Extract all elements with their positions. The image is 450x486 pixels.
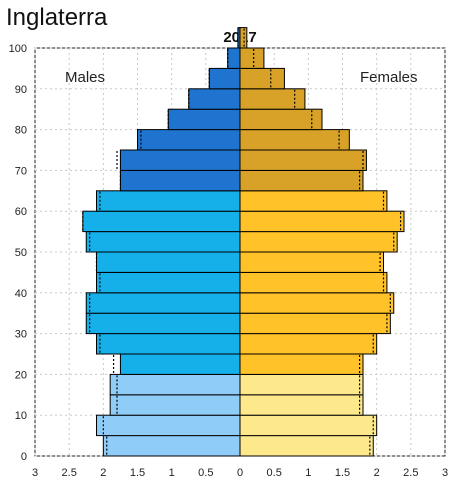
bar-female — [239, 271, 388, 294]
x-ticks: 3 2.5 2 1.5 1 0.5 0 0.5 1 1.5 2 2.5 3 — [32, 467, 448, 479]
x-tick-label: 0 — [237, 467, 243, 479]
bar-female — [239, 251, 384, 273]
females-label: Females — [360, 69, 418, 86]
y-tick-label: 20 — [15, 369, 27, 381]
bar-female — [239, 373, 364, 396]
y-tick-label: 100 — [9, 43, 27, 55]
bar-female — [239, 47, 265, 69]
bar-male — [85, 292, 241, 314]
x-tick-label: 2 — [374, 467, 380, 479]
x-tick-label: 2 — [100, 467, 106, 479]
page-title: Inglaterra — [6, 4, 108, 31]
bar-male — [96, 333, 241, 355]
y-tick-label: 70 — [15, 165, 27, 177]
bar-male — [208, 67, 241, 90]
bar-male — [188, 88, 241, 110]
y-tick-label: 80 — [15, 125, 27, 137]
bar-female — [239, 292, 395, 314]
x-tick-label: 1 — [169, 467, 175, 479]
x-tick-label: 0.5 — [198, 467, 213, 479]
bar-female — [239, 435, 374, 457]
x-tick-label: 3 — [32, 467, 38, 479]
bar-female — [239, 129, 350, 151]
bar-female — [239, 414, 378, 437]
bar-female — [239, 312, 391, 335]
bar-female — [239, 333, 378, 355]
bar-male — [137, 129, 241, 151]
y-tick-label: 30 — [15, 329, 27, 341]
bar-male — [109, 373, 241, 396]
bar-female — [239, 353, 364, 375]
males-label: Males — [65, 69, 105, 86]
bar-male — [96, 190, 241, 212]
x-tick-label: 1.5 — [130, 467, 145, 479]
bar-male — [109, 394, 241, 416]
bar-female — [239, 210, 405, 233]
y-tick-label: 60 — [15, 206, 27, 218]
bar-male — [227, 47, 241, 69]
x-tick-label: 3 — [442, 467, 448, 479]
bar-female — [239, 149, 367, 171]
bar-male — [85, 312, 241, 335]
bar-female — [239, 190, 388, 212]
x-tick-label: 2.5 — [403, 467, 418, 479]
bar-male — [119, 169, 241, 192]
y-tick-label: 50 — [15, 247, 27, 259]
bar-male — [85, 231, 241, 253]
y-tick-label: 10 — [15, 410, 27, 422]
x-tick-label: 1.5 — [335, 467, 350, 479]
bar-male — [96, 271, 241, 294]
bar-male — [96, 251, 241, 273]
y-tick-label: 90 — [15, 84, 27, 96]
x-tick-label: 0.5 — [267, 467, 282, 479]
bar-male — [102, 435, 241, 457]
bar-female — [239, 108, 323, 131]
y-ticks: 0 10 20 30 40 50 60 70 80 90 100 — [9, 43, 27, 463]
bar-female — [239, 231, 398, 253]
bar-male — [167, 108, 241, 131]
bar-female — [239, 169, 364, 192]
bar-female — [239, 394, 364, 416]
x-tick-label: 2.5 — [62, 467, 77, 479]
bar-male — [119, 149, 241, 171]
bars — [82, 27, 405, 457]
y-tick-label: 40 — [15, 288, 27, 300]
bar-male — [119, 353, 241, 375]
prior-markers — [82, 28, 402, 455]
bar-female — [239, 27, 248, 49]
bar-male — [96, 414, 241, 437]
y-tick-label: 0 — [21, 451, 27, 463]
bar-female — [239, 67, 285, 90]
x-tick-label: 1 — [305, 467, 311, 479]
bar-male — [82, 210, 241, 233]
